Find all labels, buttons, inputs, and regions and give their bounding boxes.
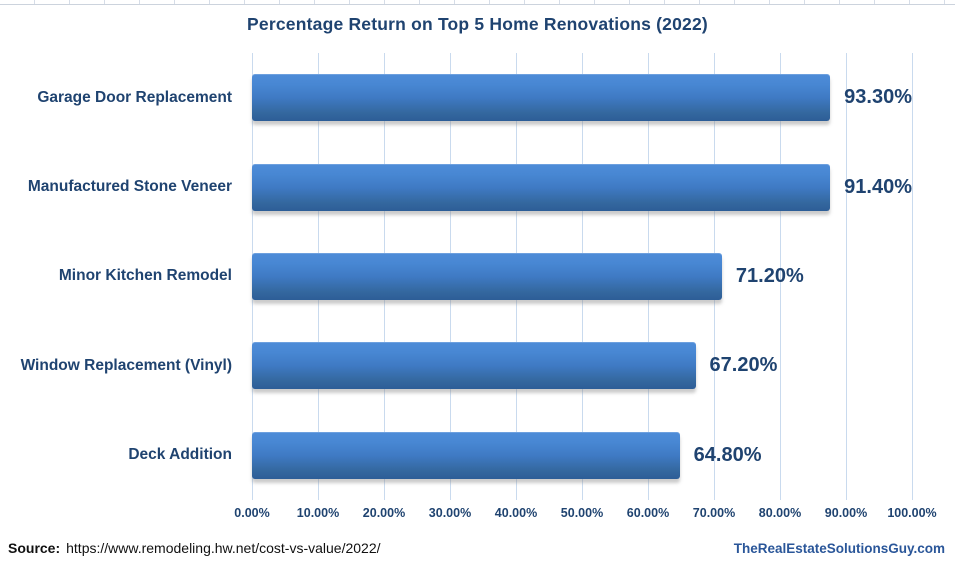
bar xyxy=(252,252,722,300)
bar-value-label: 93.30% xyxy=(844,86,912,109)
gridline xyxy=(846,53,847,500)
source-line: Source: https://www.remodeling.hw.net/cos… xyxy=(8,540,381,556)
x-tick-label: 30.00% xyxy=(428,506,472,520)
x-tick-label: 60.00% xyxy=(626,506,670,520)
bar-value-label: 91.40% xyxy=(844,175,912,198)
x-tick-label: 50.00% xyxy=(560,506,604,520)
footer: Source: https://www.remodeling.hw.net/cos… xyxy=(0,536,955,560)
chart-title: Percentage Return on Top 5 Home Renovati… xyxy=(247,14,708,34)
x-tick-label: 70.00% xyxy=(692,506,736,520)
bar xyxy=(252,74,831,122)
bar xyxy=(252,342,696,390)
spreadsheet-grid-sliver xyxy=(0,0,955,5)
x-tick-label: 40.00% xyxy=(494,506,538,520)
brand-watermark: TheRealEstateSolutionsGuy.com xyxy=(733,540,945,556)
source-label: Source: xyxy=(8,540,61,556)
category-label: Window Replacement (Vinyl) xyxy=(20,356,232,374)
category-label: Manufactured Stone Veneer xyxy=(27,178,232,196)
gridline xyxy=(912,53,913,500)
plot-area: 93.30% 91.40% 71.20% 67.20% 64.80% xyxy=(252,53,913,500)
x-tick-label: 10.00% xyxy=(296,506,340,520)
bar-row: 71.20% xyxy=(252,232,912,321)
bar xyxy=(252,163,831,211)
category-label: Garage Door Replacement xyxy=(37,88,232,106)
bar-row: 93.30% xyxy=(252,53,912,142)
x-tick-label: 90.00% xyxy=(824,506,868,520)
bar xyxy=(252,431,680,479)
x-tick-label: 0.00% xyxy=(234,506,270,520)
bar-value-label: 67.20% xyxy=(709,354,778,377)
bar-row: 67.20% xyxy=(252,321,912,410)
bar-row: 64.80% xyxy=(252,411,912,500)
x-tick-label: 20.00% xyxy=(362,506,406,520)
bar-value-label: 64.80% xyxy=(693,443,762,466)
gridline xyxy=(780,53,781,500)
category-label: Minor Kitchen Remodel xyxy=(58,267,232,285)
source-url: https://www.remodeling.hw.net/cost-vs-va… xyxy=(66,540,381,556)
bar-row: 91.40% xyxy=(252,142,912,231)
bar-value-label: 71.20% xyxy=(735,264,804,287)
x-tick-label: 100.00% xyxy=(887,506,937,520)
category-label: Deck Addition xyxy=(128,446,232,464)
x-axis-tick-labels: 0.00% 10.00% 20.00% 30.00% 40.00% 50.00% 60.00… xyxy=(234,506,936,526)
y-axis-category-labels: Garage Door Replacement Manufactured Ston… xyxy=(0,53,232,500)
x-tick-label: 80.00% xyxy=(758,506,802,520)
